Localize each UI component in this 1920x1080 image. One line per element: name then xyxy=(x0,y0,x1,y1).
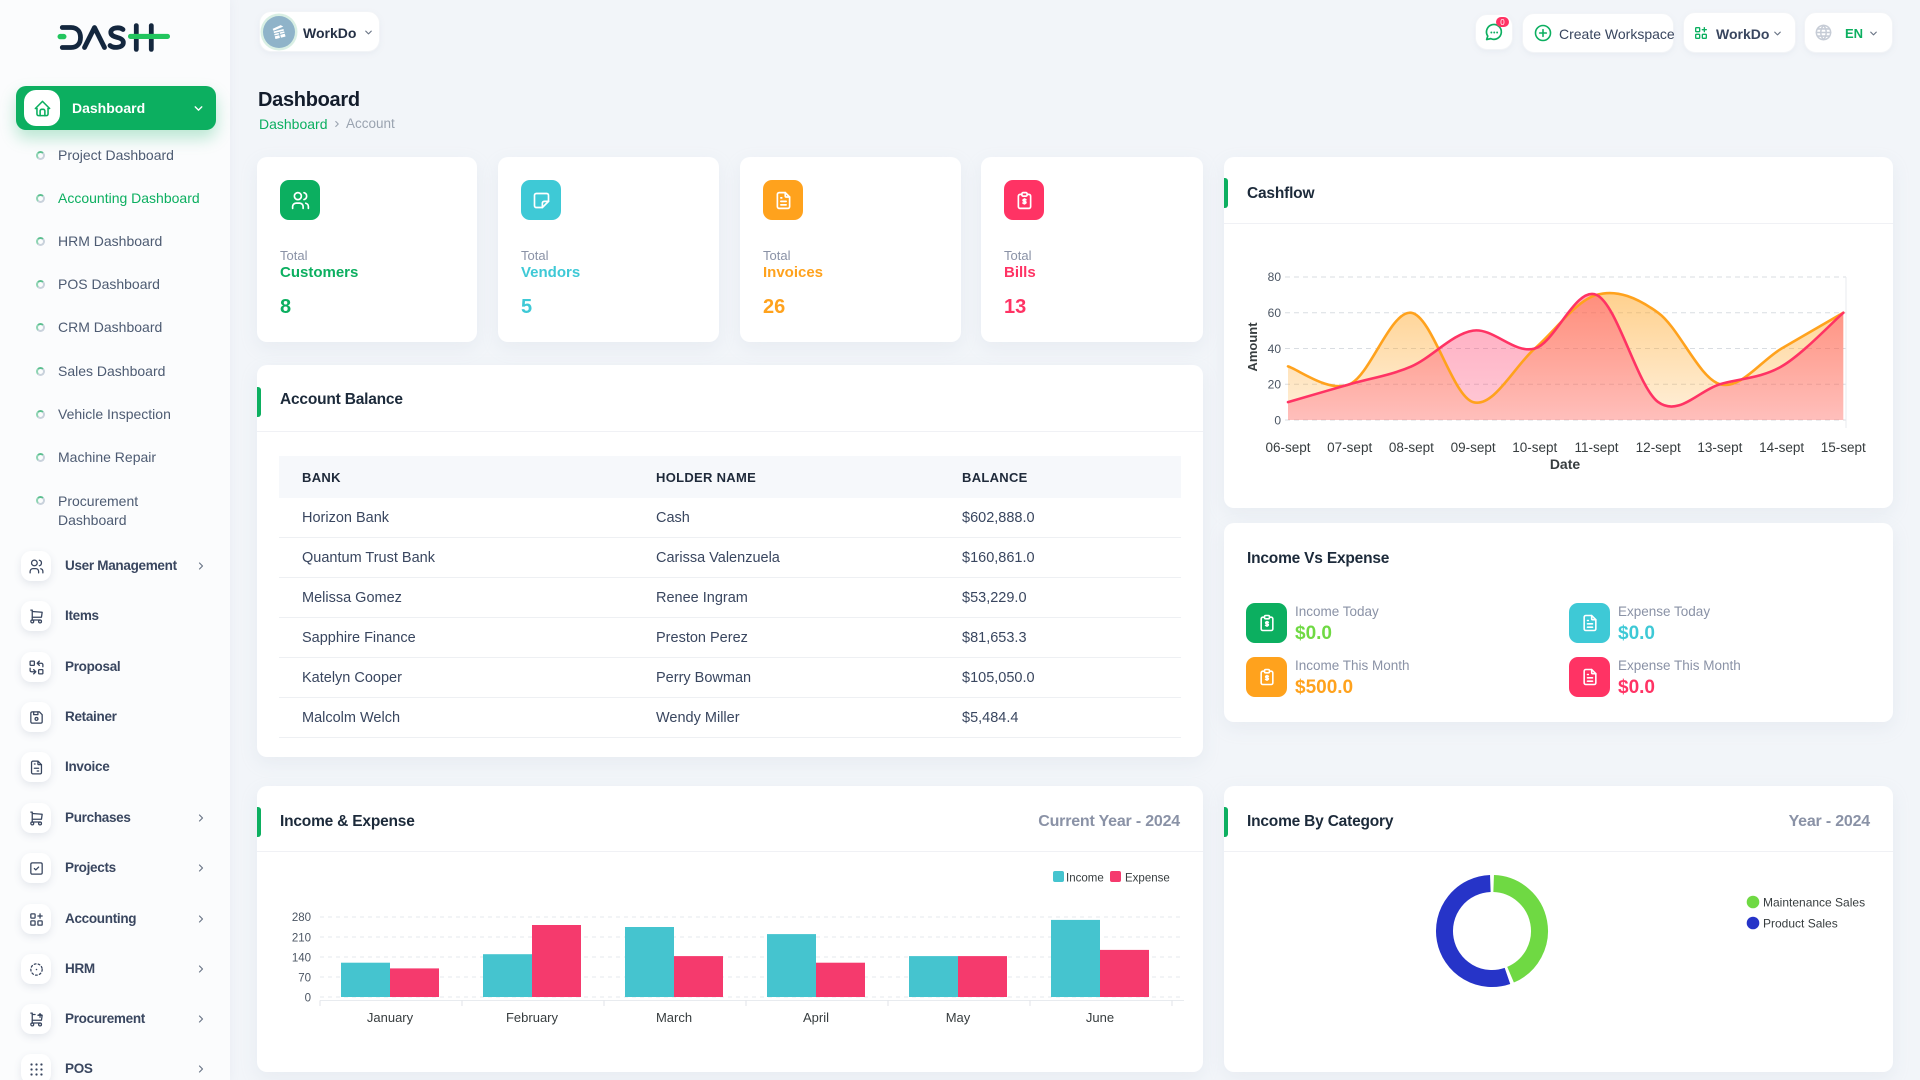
svg-text:0: 0 xyxy=(305,993,311,1005)
svg-text:15-sept: 15-sept xyxy=(1821,440,1866,455)
svg-text:April: April xyxy=(803,1010,829,1025)
svg-text:280: 280 xyxy=(292,912,311,924)
svg-text:60: 60 xyxy=(1268,306,1282,320)
svg-text:70: 70 xyxy=(298,973,311,985)
svg-text:20: 20 xyxy=(1268,378,1282,392)
svg-text:13-sept: 13-sept xyxy=(1697,440,1742,455)
svg-text:Income: Income xyxy=(1066,873,1104,885)
svg-text:Expense: Expense xyxy=(1125,873,1170,885)
svg-text:March: March xyxy=(656,1010,692,1025)
svg-text:12-sept: 12-sept xyxy=(1636,440,1681,455)
svg-text:80: 80 xyxy=(1268,270,1282,284)
svg-text:Product Sales: Product Sales xyxy=(1763,917,1838,931)
svg-text:40: 40 xyxy=(1268,342,1282,356)
svg-text:06-sept: 06-sept xyxy=(1265,440,1310,455)
svg-text:February: February xyxy=(506,1010,559,1025)
svg-text:0: 0 xyxy=(1274,414,1281,428)
svg-text:May: May xyxy=(946,1010,971,1025)
svg-text:210: 210 xyxy=(292,933,311,945)
svg-text:10-sept: 10-sept xyxy=(1512,440,1557,455)
svg-text:Maintenance Sales: Maintenance Sales xyxy=(1763,896,1865,910)
svg-text:Date: Date xyxy=(1550,456,1581,472)
svg-text:14-sept: 14-sept xyxy=(1759,440,1804,455)
svg-text:January: January xyxy=(367,1010,414,1025)
svg-text:June: June xyxy=(1086,1010,1114,1025)
svg-text:09-sept: 09-sept xyxy=(1451,440,1496,455)
svg-text:140: 140 xyxy=(292,953,311,965)
svg-text:07-sept: 07-sept xyxy=(1327,440,1372,455)
svg-text:11-sept: 11-sept xyxy=(1574,440,1618,455)
svg-text:08-sept: 08-sept xyxy=(1389,440,1434,455)
svg-text:Amount: Amount xyxy=(1245,322,1260,372)
